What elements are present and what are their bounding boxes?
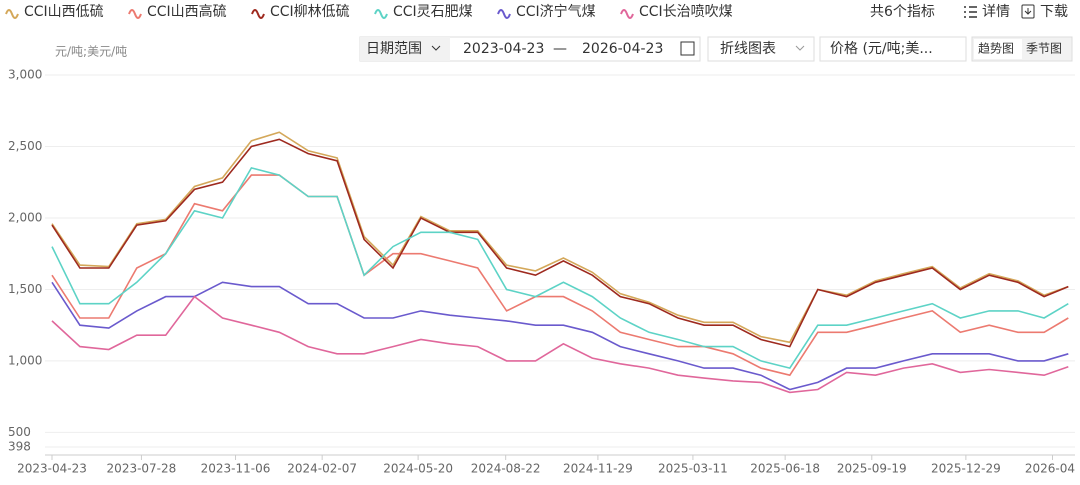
tab[interactable]: 季节图 — [1026, 42, 1062, 56]
y-unit: 元/吨;美元/吨 — [55, 45, 127, 59]
tab-active — [974, 39, 1022, 59]
series-line — [51, 166, 1069, 370]
legend-label: CCI灵石肥煤 — [393, 4, 473, 20]
download-arrow — [1024, 8, 1032, 15]
y-tick-label: 500 — [8, 425, 31, 439]
legend-item[interactable]: CCI长治喷吹煤 — [620, 4, 733, 20]
series-line — [51, 174, 1069, 377]
toolbar: 共6个指标 详情 下载 元/吨;美元/吨 日期范围 2023-04-23 — 2… — [55, 4, 1073, 62]
series-line — [51, 131, 1069, 344]
x-tick-label: 2025-09-19 — [837, 462, 907, 476]
legend-item[interactable]: CCI柳林低硫 — [251, 3, 350, 20]
detail-text: 详情 — [982, 4, 1010, 20]
series-line — [51, 281, 1069, 391]
x-tick-label: 2025-06-18 — [750, 462, 820, 476]
calendar-icon[interactable] — [680, 41, 695, 56]
legend-item[interactable]: CCI灵石肥煤 — [374, 4, 473, 20]
y-tick-label: 2,000 — [8, 210, 42, 224]
download-icon — [1021, 4, 1035, 19]
legend-icon — [497, 9, 511, 19]
indicator-count: 共6个指标 — [870, 4, 935, 20]
download-button[interactable]: 下载 — [1021, 4, 1068, 20]
chart-select[interactable] — [707, 36, 815, 62]
y-tick-label: 2,500 — [8, 139, 42, 153]
series-line — [51, 295, 1069, 394]
date-end[interactable]: 2026-04-23 — [582, 41, 663, 57]
legend-label: CCI长治喷吹煤 — [639, 4, 733, 20]
x-tick-label: 2024-08-22 — [471, 462, 541, 476]
legend-item[interactable]: CCI济宁气煤 — [497, 3, 596, 20]
legend-icon — [128, 9, 142, 19]
count-text: 共6个指标 — [870, 4, 935, 20]
download-text: 下载 — [1040, 4, 1068, 20]
legend-icon — [620, 9, 634, 19]
legend-icon — [374, 9, 388, 19]
legend-item[interactable]: CCI山西高硫 — [128, 3, 227, 20]
date-range-label: 日期范围 — [366, 40, 422, 57]
chart-select-text: 折线图表 — [720, 41, 776, 57]
y-tick-label: 1,000 — [8, 353, 42, 367]
date-start[interactable]: 2023-04-23 — [463, 41, 544, 57]
tab[interactable]: 趋势图 — [978, 42, 1014, 56]
x-tick-label: 2023-07-28 — [107, 462, 177, 476]
x-tick-label: 2024-02-07 — [287, 462, 357, 476]
caret — [795, 45, 805, 51]
x-tick-label: 2024-11-29 — [563, 462, 633, 476]
x-tick-label: 2024-05-20 — [383, 462, 453, 476]
legend-icon — [251, 9, 265, 19]
caret — [431, 45, 441, 51]
series-line — [51, 138, 1069, 348]
y-tick-label: 398 — [8, 440, 31, 454]
y-tick-label: 3,000 — [8, 68, 42, 82]
x-tick-label: 2023-11-06 — [201, 462, 271, 476]
x-tick-label: 2025-03-11 — [658, 462, 728, 476]
date-sep: — — [553, 41, 567, 57]
x-tick-label: 2026-04 — [1025, 462, 1075, 476]
metric-select[interactable] — [819, 36, 967, 62]
metric-select-text: 价格 (元/吨;美... — [830, 41, 933, 57]
legend-label: CCI柳林低硫 — [270, 3, 350, 20]
detail-button[interactable]: 详情 — [964, 4, 1010, 20]
x-tick-label: 2025-12-29 — [931, 462, 1001, 476]
legend-label: CCI山西高硫 — [147, 3, 227, 20]
legend-label: CCI山西低硫 — [24, 4, 104, 20]
list-icon — [964, 6, 977, 18]
y-tick-label: 1,500 — [8, 282, 42, 296]
legend-icon — [5, 9, 19, 19]
legend-label: CCI济宁气煤 — [516, 3, 596, 20]
legend-item[interactable]: CCI山西低硫 — [5, 4, 104, 20]
x-tick-label: 2023-04-23 — [17, 462, 87, 476]
